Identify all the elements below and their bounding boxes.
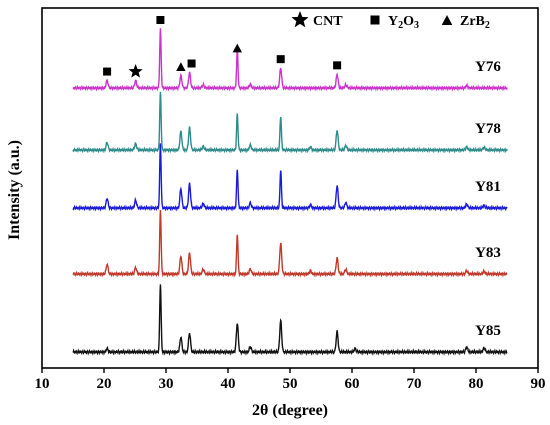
peak-marker-square bbox=[276, 55, 285, 64]
x-tick-label: 70 bbox=[407, 376, 422, 392]
x-tick-label: 30 bbox=[159, 376, 174, 392]
x-axis-title: 2θ (degree) bbox=[252, 402, 328, 419]
y-axis-title: Intensity (a.u.) bbox=[6, 140, 23, 240]
plot-area-frame bbox=[41, 7, 539, 369]
peak-marker-triangle bbox=[232, 43, 243, 53]
series-label-y78: Y78 bbox=[475, 121, 501, 137]
x-tick-label: 60 bbox=[345, 376, 360, 392]
series-label-y81: Y81 bbox=[475, 179, 501, 195]
peak-marker-square bbox=[156, 16, 165, 24]
legend-label-0: CNT bbox=[313, 14, 343, 29]
series-line-y85 bbox=[72, 284, 508, 356]
series-line-y81 bbox=[72, 143, 508, 212]
x-tick-label: 20 bbox=[97, 376, 112, 392]
x-tick-label: 40 bbox=[221, 376, 236, 392]
x-tick-label: 10 bbox=[35, 376, 50, 392]
series-line-y76 bbox=[72, 28, 508, 92]
peak-marker-star bbox=[128, 64, 143, 78]
x-tick-label: 90 bbox=[531, 376, 546, 392]
peak-marker-triangle bbox=[176, 62, 186, 71]
series-label-y76: Y76 bbox=[475, 59, 501, 75]
x-tick-label: 50 bbox=[283, 376, 298, 392]
legend-triangle-icon bbox=[441, 15, 453, 25]
series-label-y83: Y83 bbox=[475, 245, 501, 261]
legend-star-icon bbox=[291, 11, 309, 28]
legend-label-1: Y2O3 bbox=[388, 14, 419, 31]
peak-marker-square bbox=[103, 67, 112, 76]
series-line-y83 bbox=[72, 210, 508, 278]
legend-square-icon bbox=[370, 15, 380, 25]
peak-marker-square bbox=[333, 61, 342, 70]
peak-marker-square bbox=[187, 59, 196, 68]
series-line-y78 bbox=[72, 91, 508, 154]
x-tick-label: 80 bbox=[469, 376, 484, 392]
legend-label-2: ZrB2 bbox=[460, 14, 490, 31]
series-label-y85: Y85 bbox=[475, 323, 501, 339]
